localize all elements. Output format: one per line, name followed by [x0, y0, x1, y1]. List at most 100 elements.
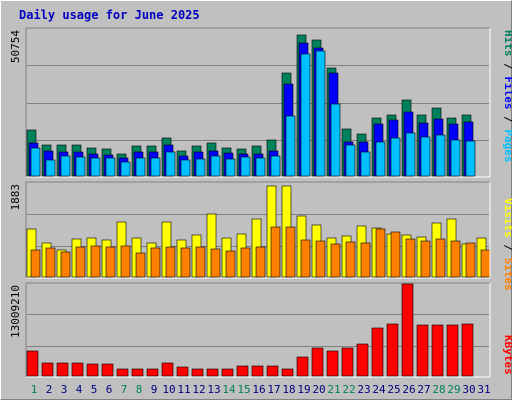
bar-kbytes-day-13 — [206, 368, 219, 377]
bar-pages-day-17 — [270, 155, 281, 177]
bar-pages-day-6 — [105, 157, 116, 177]
bar-sites-day-28 — [435, 238, 446, 278]
bar-pages-day-27 — [420, 136, 431, 177]
day-label-5: 5 — [91, 383, 98, 396]
day-label-3: 3 — [61, 383, 68, 396]
bar-sites-day-4 — [75, 246, 86, 278]
bar-pages-day-8 — [135, 157, 146, 177]
bar-pages-day-10 — [165, 151, 176, 177]
bar-sites-day-23 — [360, 242, 371, 278]
bar-pages-day-28 — [435, 134, 446, 177]
bar-kbytes-day-12 — [191, 368, 204, 377]
day-label-19: 19 — [297, 383, 310, 396]
bar-kbytes-day-5 — [86, 363, 99, 377]
bar-sites-day-13 — [210, 248, 221, 278]
day-label-20: 20 — [312, 383, 325, 396]
bar-pages-day-4 — [75, 156, 86, 177]
day-label-28: 28 — [432, 383, 445, 396]
day-label-18: 18 — [282, 383, 295, 396]
bar-sites-day-22 — [345, 241, 356, 278]
day-label-25: 25 — [387, 383, 400, 396]
y-max-label-hits: 50754 — [9, 30, 22, 63]
bar-sites-day-5 — [90, 245, 101, 278]
bar-pages-day-7 — [120, 161, 131, 177]
bar-pages-day-16 — [255, 157, 266, 177]
y-max-label-visits: 1883 — [9, 184, 22, 211]
bar-pages-day-9 — [150, 157, 161, 177]
legend-kbytes: KBytes — [502, 335, 512, 375]
day-label-15: 15 — [237, 383, 250, 396]
bar-sites-day-11 — [180, 247, 191, 278]
legend-hits-files-pages: Hits / Files / Pages — [502, 30, 512, 163]
bar-kbytes-day-21 — [326, 350, 339, 377]
bar-sites-day-7 — [120, 245, 131, 278]
bar-sites-day-14 — [225, 250, 236, 278]
day-label-12: 12 — [192, 383, 205, 396]
y-max-label-kbytes: 13009210 — [9, 285, 22, 338]
bar-sites-day-24 — [375, 228, 386, 278]
bar-sites-day-1 — [30, 249, 41, 278]
day-label-4: 4 — [76, 383, 83, 396]
bar-kbytes-day-6 — [101, 363, 114, 377]
bar-kbytes-day-3 — [56, 362, 69, 377]
bar-sites-day-19 — [300, 239, 311, 278]
bar-kbytes-day-20 — [311, 347, 324, 377]
bar-pages-day-5 — [90, 157, 101, 177]
day-label-21: 21 — [327, 383, 340, 396]
bar-kbytes-day-17 — [266, 365, 279, 377]
bar-kbytes-day-28 — [431, 324, 444, 377]
day-label-26: 26 — [402, 383, 415, 396]
bar-sites-day-15 — [240, 247, 251, 278]
bar-pages-day-11 — [180, 159, 191, 177]
bar-pages-day-20 — [315, 50, 326, 177]
bar-pages-day-30 — [465, 140, 476, 177]
bar-kbytes-day-1 — [26, 350, 39, 377]
bar-kbytes-day-29 — [446, 324, 459, 377]
bar-sites-day-12 — [195, 246, 206, 278]
bar-pages-day-13 — [210, 155, 221, 177]
bar-pages-day-15 — [240, 156, 251, 177]
day-label-17: 17 — [267, 383, 280, 396]
bar-sites-day-3 — [60, 251, 71, 278]
bar-kbytes-day-7 — [116, 368, 129, 377]
day-label-2: 2 — [46, 383, 53, 396]
bar-sites-day-31 — [480, 249, 491, 278]
bar-kbytes-day-11 — [176, 366, 189, 377]
day-label-30: 30 — [462, 383, 475, 396]
bar-sites-day-10 — [165, 246, 176, 278]
bar-pages-day-1 — [30, 147, 41, 177]
bar-pages-day-18 — [285, 115, 296, 177]
bar-pages-day-26 — [405, 132, 416, 177]
bar-sites-day-27 — [420, 240, 431, 278]
bar-pages-day-21 — [330, 103, 341, 177]
day-label-9: 9 — [151, 383, 158, 396]
day-label-24: 24 — [372, 383, 386, 396]
bar-kbytes-day-30 — [461, 323, 474, 377]
day-label-1: 1 — [31, 383, 38, 396]
day-label-14: 14 — [222, 383, 236, 396]
bar-sites-day-18 — [285, 226, 296, 278]
bar-pages-day-29 — [450, 139, 461, 177]
bar-kbytes-day-4 — [71, 362, 84, 377]
day-label-16: 16 — [252, 383, 265, 396]
bar-pages-day-22 — [345, 144, 356, 177]
bar-sites-day-8 — [135, 252, 146, 278]
day-label-10: 10 — [162, 383, 175, 396]
bar-sites-day-26 — [405, 238, 416, 278]
day-label-6: 6 — [106, 383, 113, 396]
bar-kbytes-day-23 — [356, 343, 369, 377]
day-label-11: 11 — [177, 383, 190, 396]
bar-kbytes-day-19 — [296, 356, 309, 377]
bar-sites-day-17 — [270, 226, 281, 278]
bar-pages-day-25 — [390, 137, 401, 177]
bar-kbytes-day-2 — [41, 362, 54, 377]
bar-sites-day-6 — [105, 246, 116, 278]
bar-sites-day-9 — [150, 247, 161, 278]
day-label-7: 7 — [121, 383, 128, 396]
bar-sites-day-29 — [450, 240, 461, 278]
bar-kbytes-day-25 — [386, 323, 399, 377]
bar-pages-day-14 — [225, 158, 236, 177]
bar-pages-day-24 — [375, 141, 386, 177]
legend-visits-sites: Visits / Sites — [502, 198, 512, 291]
